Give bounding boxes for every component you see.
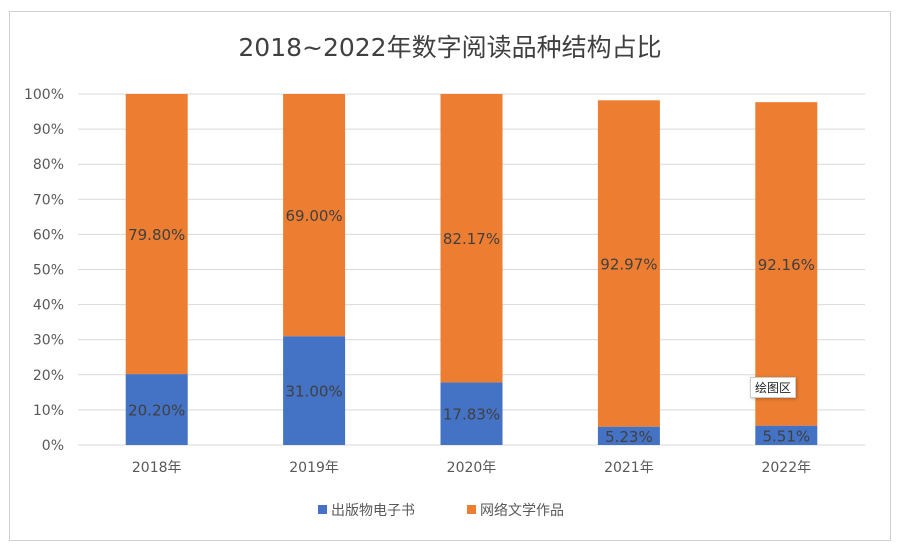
data-label: 79.80% xyxy=(128,226,185,244)
data-label: 31.00% xyxy=(285,383,342,401)
bar-segment xyxy=(440,94,503,383)
legend-label: 网络文学作品 xyxy=(480,503,564,519)
data-label: 82.17% xyxy=(443,230,500,248)
legend-label: 出版物电子书 xyxy=(331,503,415,519)
bar-segment xyxy=(597,426,660,445)
y-tick-label: 80% xyxy=(33,157,64,173)
legend-swatch xyxy=(467,505,476,514)
bar-segment xyxy=(755,425,818,445)
bar-segment xyxy=(440,382,503,445)
x-tick-label: 2019年 xyxy=(289,460,339,476)
y-tick-label: 70% xyxy=(33,192,64,208)
x-tick-label: 2020年 xyxy=(447,460,497,476)
y-tick-label: 90% xyxy=(33,122,64,138)
bar-segment xyxy=(597,100,660,427)
y-tick-label: 40% xyxy=(33,298,64,314)
y-tick-label: 50% xyxy=(33,263,64,279)
bar-segment xyxy=(283,336,346,445)
bar-segment xyxy=(125,94,188,375)
bar-segment xyxy=(125,374,188,445)
data-label: 20.20% xyxy=(128,402,185,420)
x-tick-label: 2022年 xyxy=(761,460,811,476)
data-label: 92.97% xyxy=(600,255,657,273)
data-label: 5.51% xyxy=(762,427,810,445)
y-tick-label: 10% xyxy=(33,403,64,419)
x-tick-label: 2021年 xyxy=(604,460,654,476)
data-label: 92.16% xyxy=(758,256,815,274)
bar-segment xyxy=(755,102,818,426)
legend-swatch xyxy=(318,505,327,514)
y-tick-label: 20% xyxy=(33,368,64,384)
data-label: 5.23% xyxy=(605,428,653,446)
y-tick-label: 30% xyxy=(33,333,64,349)
data-label: 69.00% xyxy=(285,207,342,225)
bar-segment xyxy=(283,94,346,337)
plot-area-tooltip: 绘图区 xyxy=(750,377,797,398)
data-label: 17.83% xyxy=(443,406,500,424)
chart-title: 2018~2022年数字阅读品种结构占比 xyxy=(238,33,661,62)
y-tick-label: 100% xyxy=(24,87,64,103)
y-tick-label: 0% xyxy=(42,438,64,454)
y-tick-label: 60% xyxy=(33,227,64,243)
x-tick-label: 2018年 xyxy=(132,460,182,476)
